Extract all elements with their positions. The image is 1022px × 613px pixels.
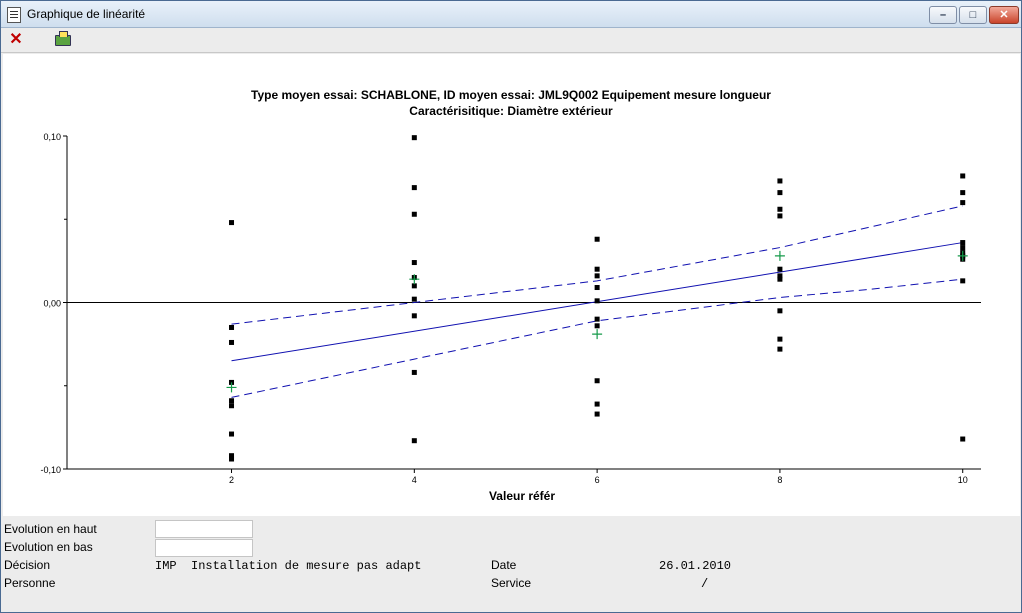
data-point [777,308,783,314]
data-point [411,283,417,289]
mean-marker [592,329,603,340]
evolution-bas-field[interactable] [155,539,253,557]
data-point [594,236,600,242]
data-point [411,185,417,191]
minimize-icon: – [939,9,947,21]
data-point [777,206,783,212]
close-icon: ✕ [9,31,23,48]
data-point [777,213,783,219]
date-label: Date [491,558,517,572]
date-value: 26.01.2010 [659,559,732,573]
evolution-bas-label: Evolution en bas [4,540,93,554]
lower-confidence-line [231,278,963,398]
data-point [229,324,235,330]
data-point [777,346,783,352]
maximize-icon: □ [969,9,977,21]
data-point [229,453,235,459]
decision-label: Décision [4,558,51,572]
x-tick-label: 8 [777,475,782,485]
data-point [594,316,600,322]
data-point [411,438,417,444]
data-point [411,296,417,302]
service-value: / [701,577,709,591]
y-tick-label: 0,00 [43,299,61,309]
x-axis-label: Valeur référ [489,489,555,503]
data-point [777,336,783,342]
data-point [960,278,966,284]
data-point [594,378,600,384]
printer-icon [55,31,71,46]
x-tick-label: 4 [412,475,417,485]
title-bar: Graphique de linéarité – □ ✕ [1,1,1021,28]
upper-confidence-line [231,205,963,325]
minimize-button[interactable]: – [929,6,957,24]
data-point [777,273,783,279]
data-point [777,266,783,272]
data-point [411,135,417,141]
data-point [594,285,600,291]
data-point [594,411,600,417]
close-window-button[interactable]: ✕ [989,6,1019,24]
data-point [229,456,235,462]
linearity-chart: Type moyen essai: SCHABLONE, ID moyen es… [40,88,981,503]
maximize-button[interactable]: □ [959,6,987,24]
mean-marker [226,382,237,393]
evolution-haut-label: Evolution en haut [4,522,97,536]
data-point [594,323,600,329]
chart-title: Type moyen essai: SCHABLONE, ID moyen es… [251,88,771,102]
chart-area: Type moyen essai: SCHABLONE, ID moyen es… [3,54,1020,516]
data-point [229,403,235,409]
data-point [960,240,966,246]
y-tick-label: -0,10 [40,465,61,475]
data-point [229,339,235,345]
data-point [777,178,783,184]
data-point [594,266,600,272]
evolution-haut-field[interactable] [155,520,253,538]
decision-value: IMP Installation de mesure pas adapt [155,559,422,573]
data-point [594,273,600,279]
data-point [229,431,235,437]
data-point [411,313,417,319]
x-tick-label: 6 [595,475,600,485]
data-point [960,436,966,442]
data-point [960,173,966,179]
document-icon [7,7,21,23]
data-point [777,276,783,282]
chart-subtitle: Caractérisitique: Diamètre extérieur [409,104,613,118]
close-icon: ✕ [999,9,1009,21]
info-panel: Evolution en haut Evolution en bas Décis… [1,517,1021,612]
print-button[interactable] [51,30,73,50]
data-point [777,190,783,196]
data-point [229,398,235,404]
close-chart-button[interactable]: ✕ [5,30,27,50]
data-point [960,200,966,206]
data-point [411,369,417,375]
data-point [411,260,417,266]
toolbar: ✕ [1,28,1021,53]
x-tick-label: 2 [229,475,234,485]
mean-marker [409,274,420,285]
data-point [594,298,600,304]
data-point [229,220,235,226]
data-point [960,190,966,196]
mean-marker [957,250,968,261]
data-point [594,401,600,407]
x-tick-label: 10 [958,475,968,485]
data-point [960,245,966,251]
y-tick-label: 0,10 [43,132,61,142]
service-label: Service [491,576,532,590]
data-point [411,211,417,217]
window-title: Graphique de linéarité [27,7,146,21]
mean-marker [774,250,785,261]
personne-label: Personne [4,576,56,590]
